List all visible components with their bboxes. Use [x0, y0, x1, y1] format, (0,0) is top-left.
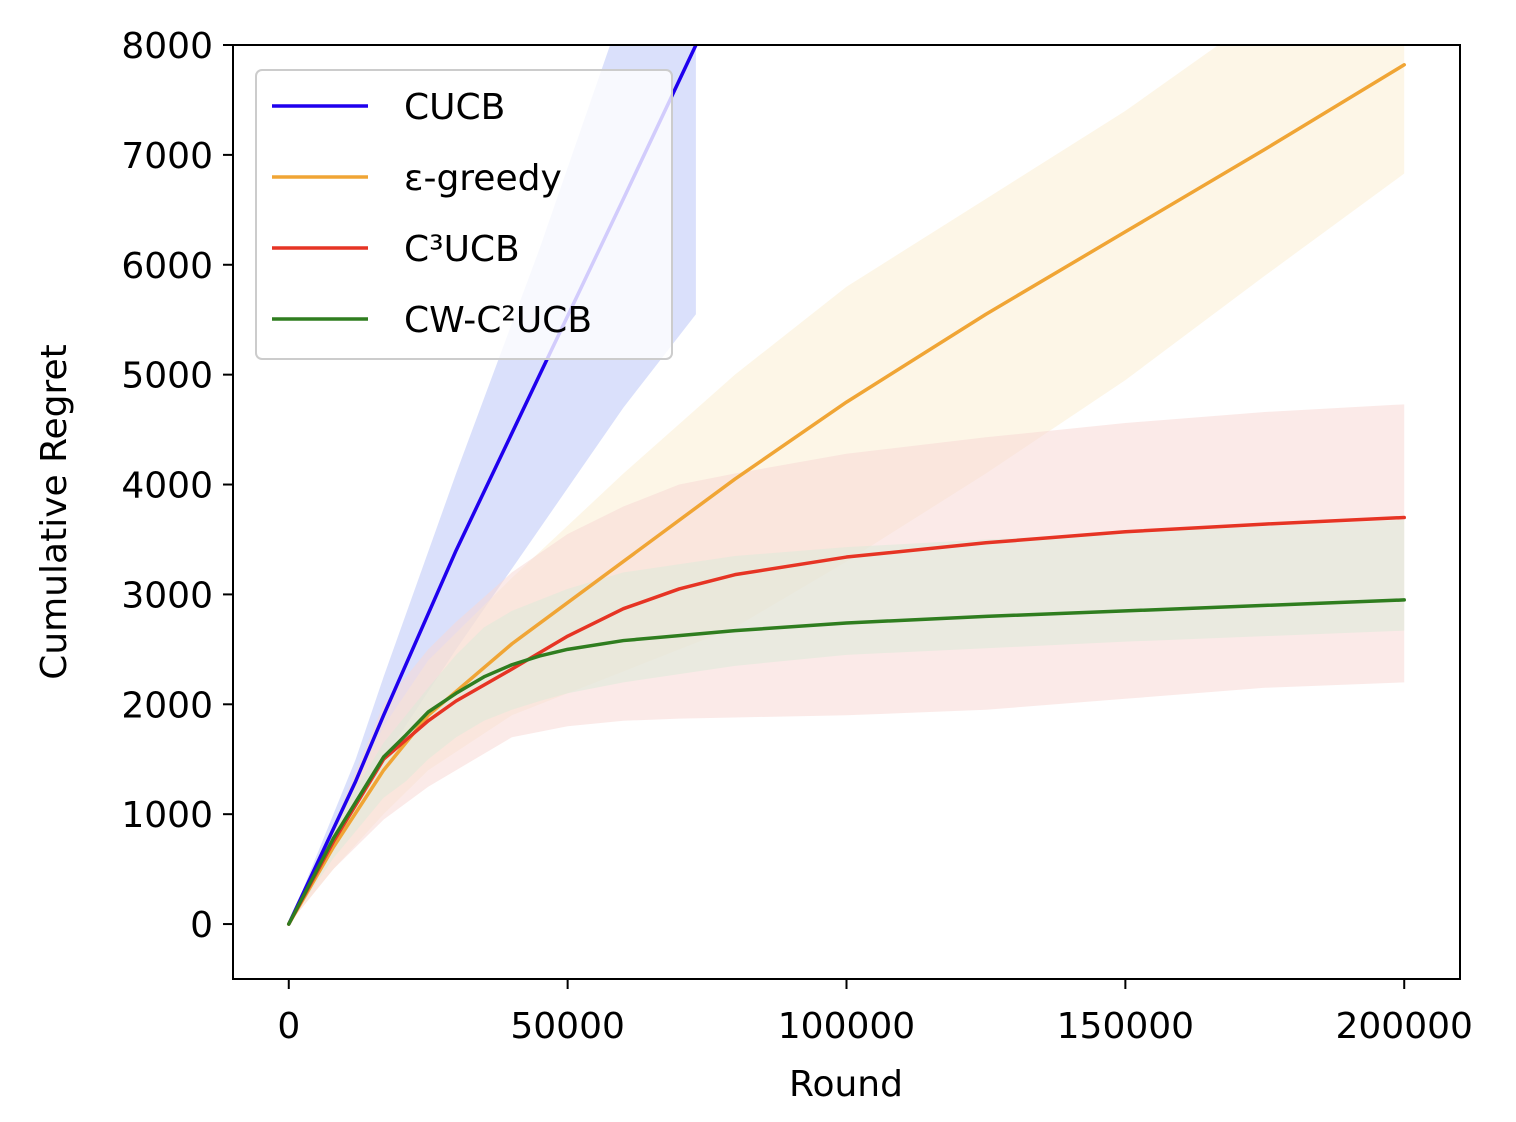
x-tick-label: 150000 — [1057, 1006, 1194, 1047]
legend-label-c-ucb: C³UCB — [404, 229, 520, 270]
band-cw-c-ucb-3 — [288, 519, 1405, 925]
y-tick-label: 6000 — [121, 246, 213, 287]
legend: CUCB ε-greedy C³UCB CW-C²UCB — [255, 69, 673, 360]
x-axis-ticks: 0 50000 100000 150000 200000 — [277, 979, 1473, 1047]
x-tick-label: 50000 — [510, 1006, 625, 1047]
y-tick-label: 1000 — [121, 795, 213, 836]
legend-box — [255, 69, 673, 360]
y-axis-ticks: 0 1000 2000 3000 4000 5000 6000 7000 8000 — [121, 26, 233, 946]
line-c-ucb-2 — [287, 515, 1406, 926]
line-greedy-1 — [287, 63, 1406, 926]
x-tick-label: 200000 — [1336, 1006, 1473, 1047]
x-tick-label: 100000 — [778, 1006, 915, 1047]
y-tick-label: 0 — [190, 905, 213, 946]
x-axis-label: Round — [789, 1064, 903, 1105]
y-axis-label: Cumulative Regret — [34, 344, 75, 680]
y-tick-label: 3000 — [121, 575, 213, 616]
confidence-bands — [288, 45, 1405, 925]
y-tick-label: 2000 — [121, 685, 213, 726]
series-lines — [287, 45, 1406, 926]
line-cw-c-ucb-3 — [287, 598, 1406, 926]
legend-label-cw-c-ucb: CW-C²UCB — [404, 300, 592, 341]
legend-label-cucb: CUCB — [404, 87, 505, 128]
y-tick-label: 7000 — [121, 136, 213, 177]
y-tick-label: 4000 — [121, 466, 213, 507]
y-tick-label: 5000 — [121, 356, 213, 397]
y-tick-label: 8000 — [121, 26, 213, 67]
x-tick-label: 0 — [277, 1006, 300, 1047]
legend-label-greedy: ε-greedy — [404, 158, 562, 199]
